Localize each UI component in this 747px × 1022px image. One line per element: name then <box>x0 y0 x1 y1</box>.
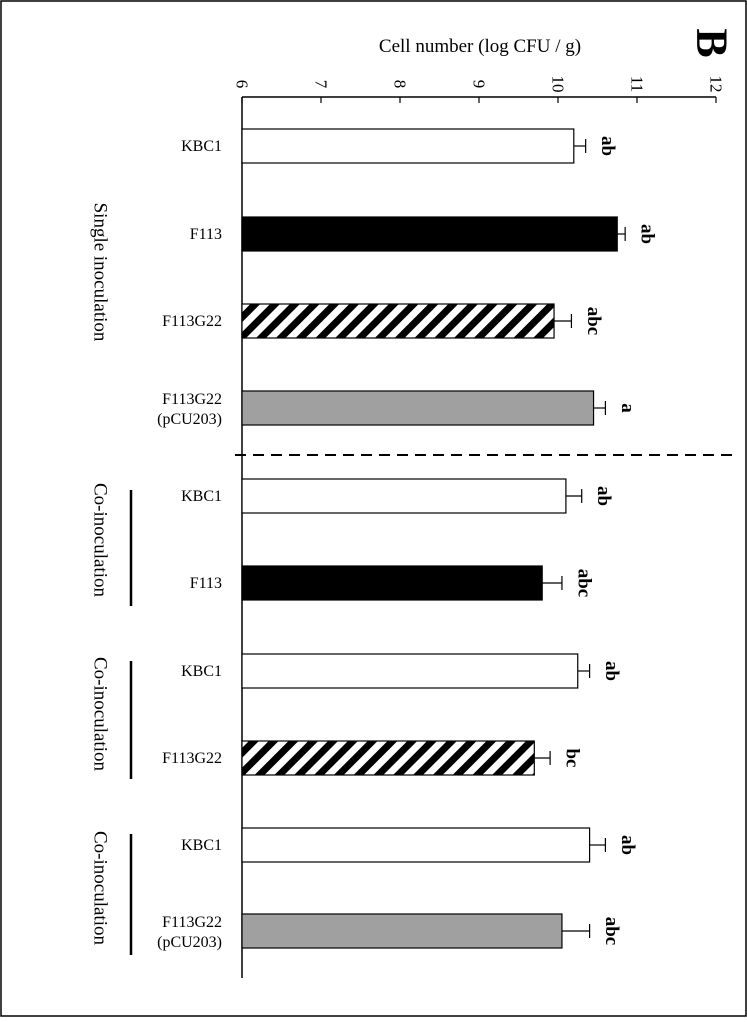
x-tick-label: 11 <box>628 76 647 92</box>
group-label: Co-inoculation <box>90 831 111 945</box>
significance-letter: ab <box>617 835 638 855</box>
x-tick-label: 9 <box>470 80 489 89</box>
bar <box>241 128 575 164</box>
bar <box>241 478 567 514</box>
bar <box>241 740 535 776</box>
bar <box>241 653 579 689</box>
group-label: Co-inoculation <box>90 657 111 771</box>
category-label: KBC1 <box>181 138 222 155</box>
significance-letter: ab <box>593 486 614 506</box>
category-label: KBC1 <box>181 663 222 680</box>
bar <box>241 390 595 426</box>
category-label: F113G22 <box>162 313 222 330</box>
category-label: KBC1 <box>181 837 222 854</box>
significance-letter: ab <box>601 661 622 681</box>
category-label: (pCU203) <box>157 934 222 951</box>
group-label: Co-inoculation <box>90 483 111 597</box>
group-label: Single inoculation <box>90 203 111 342</box>
category-label: KBC1 <box>181 488 222 505</box>
bar <box>241 303 555 339</box>
x-tick-label: 10 <box>549 76 568 93</box>
x-tick-label: 8 <box>391 80 410 89</box>
significance-letter: ab <box>597 136 618 156</box>
bar <box>241 216 618 252</box>
category-label: F113 <box>190 226 222 243</box>
category-label: F113 <box>190 575 222 592</box>
x-tick-label: 6 <box>233 80 252 89</box>
x-axis-title: Cell number (log CFU / g) <box>379 36 581 57</box>
category-label: F113G22 <box>162 914 222 931</box>
significance-letter: bc <box>562 749 583 768</box>
x-tick-label: 7 <box>312 80 331 89</box>
category-label: F113G22 <box>162 750 222 767</box>
bar <box>241 565 543 601</box>
category-label: (pCU203) <box>157 411 222 428</box>
significance-letter: a <box>617 403 638 413</box>
bar <box>241 827 591 863</box>
category-label: F113G22 <box>162 391 222 408</box>
x-tick-label: 12 <box>707 76 726 93</box>
significance-letter: abc <box>573 569 594 598</box>
bar <box>241 913 563 949</box>
significance-letter: ab <box>637 224 658 244</box>
significance-letter: abc <box>583 307 604 336</box>
significance-letter: abc <box>601 917 622 946</box>
panel-label: B <box>688 28 737 57</box>
